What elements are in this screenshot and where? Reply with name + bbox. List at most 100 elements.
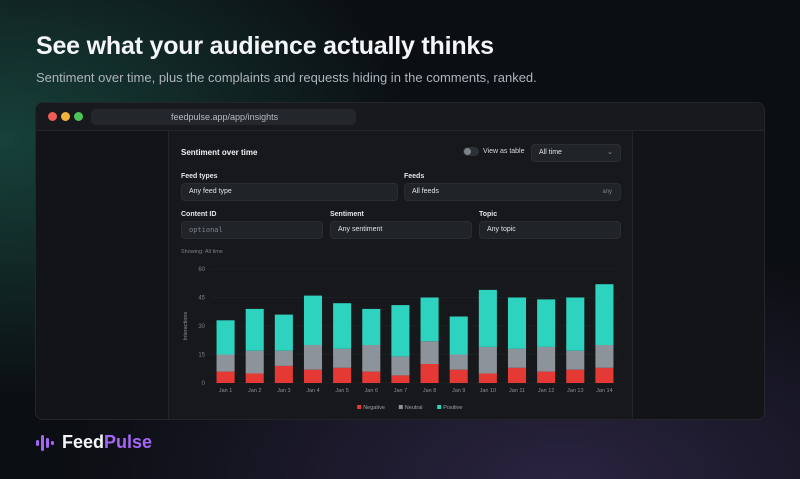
topic-label: Topic <box>479 211 498 218</box>
sentiment-select[interactable]: Any sentiment <box>330 221 472 239</box>
address-bar[interactable]: feedpulse.app/app/insights <box>91 109 356 125</box>
time-range-select[interactable]: All time ⌄ <box>531 144 621 162</box>
browser-window: feedpulse.app/app/insights Sentiment ove… <box>35 102 765 420</box>
bar-neutral <box>420 341 439 364</box>
legend-swatch <box>357 405 362 409</box>
bar-negative <box>566 369 585 383</box>
bar-negative <box>595 367 614 383</box>
bar-positive <box>595 284 614 345</box>
bar-negative <box>216 371 235 383</box>
brand-name-pulse: Pulse <box>104 432 153 452</box>
brand-wordmark: FeedPulse <box>62 432 152 453</box>
x-tick-label: Jan 8 <box>423 388 436 394</box>
bar-positive <box>245 308 264 351</box>
bar-positive <box>449 316 468 355</box>
bar-neutral <box>566 350 585 370</box>
y-tick-label: 0 <box>202 381 206 387</box>
feed-types-select[interactable]: Any feed type <box>181 183 398 201</box>
x-tick-label: Jan 9 <box>452 388 465 394</box>
topic-select[interactable]: Any topic <box>479 221 621 239</box>
sentiment-stacked-bar-chart: 0 15 30 45 60 Interactions Jan 1 Jan 2 Jan 3 Jan … <box>183 267 619 411</box>
bar-neutral <box>507 348 527 368</box>
bar-negative <box>245 373 264 383</box>
maximize-window-dot[interactable] <box>74 112 83 121</box>
bar-neutral <box>537 346 556 372</box>
y-tick-label: 30 <box>198 324 205 330</box>
view-as-table-toggle[interactable] <box>463 147 479 156</box>
bar-negative <box>420 364 439 383</box>
bar-negative <box>449 369 468 383</box>
brand-name-feed: Feed <box>62 432 105 452</box>
bar-negative <box>333 367 352 383</box>
legend-label: Negative <box>363 405 385 411</box>
showing-range-label: Showing: All time <box>181 249 223 255</box>
content-id-placeholder: optional <box>189 226 223 234</box>
bar-positive <box>478 289 497 347</box>
bar-neutral <box>274 350 293 366</box>
x-tick-label: Jan 1 <box>219 388 232 394</box>
time-range-value: All time <box>539 149 562 156</box>
x-tick-label: Jan 11 <box>509 388 525 394</box>
feeds-label: Feeds <box>404 173 425 180</box>
close-window-dot[interactable] <box>48 112 57 121</box>
bar-positive <box>507 297 527 349</box>
x-tick-label: Jan 13 <box>567 388 584 394</box>
bar-neutral <box>478 346 497 374</box>
legend-swatch <box>437 405 442 409</box>
y-tick-label: 45 <box>198 296 205 302</box>
bar-positive <box>391 305 410 357</box>
panel-title: Sentiment over time <box>181 148 258 157</box>
bar-neutral <box>216 354 235 372</box>
y-tick-label: 15 <box>198 353 205 359</box>
x-tick-label: Jan 12 <box>538 388 555 394</box>
feeds-select[interactable]: All feeds any <box>404 183 621 201</box>
bar-positive <box>303 295 323 345</box>
x-tick-label: Jan 7 <box>394 388 407 394</box>
x-tick-label: Jan 14 <box>596 388 613 394</box>
x-tick-label: Jan 5 <box>335 388 348 394</box>
x-tick-label: Jan 4 <box>306 388 319 394</box>
legend-label: Neutral <box>405 405 423 411</box>
bar-positive <box>537 299 556 347</box>
bar-positive <box>420 297 439 342</box>
bar-negative <box>362 371 381 383</box>
headline: See what your audience actually thinks <box>36 32 494 60</box>
feeds-suffix: any <box>602 189 612 195</box>
x-tick-label: Jan 3 <box>277 388 290 394</box>
bar-negative <box>537 371 556 383</box>
bar-neutral <box>362 345 381 372</box>
y-tick-label: 60 <box>198 267 205 273</box>
browser-titlebar: feedpulse.app/app/insights <box>36 103 764 131</box>
content-id-input[interactable]: optional <box>181 221 323 239</box>
subheadline: Sentiment over time, plus the complaints… <box>36 70 537 85</box>
chevron-down-icon: ⌄ <box>607 149 613 156</box>
bar-neutral <box>333 348 352 368</box>
legend-swatch <box>398 405 403 409</box>
feed-types-label: Feed types <box>181 173 218 180</box>
bar-positive <box>216 320 235 355</box>
x-tick-label: Jan 2 <box>248 388 261 394</box>
topic-value: Any topic <box>487 226 516 233</box>
x-tick-label: Jan 10 <box>480 388 497 394</box>
bar-neutral <box>303 345 323 370</box>
content-id-label: Content ID <box>181 211 217 218</box>
y-axis-label: Interactions <box>183 312 189 341</box>
bar-negative <box>274 365 293 383</box>
x-tick-label: Jan 6 <box>365 388 378 394</box>
bar-negative <box>391 375 410 383</box>
toggle-knob <box>464 148 471 155</box>
minimize-window-dot[interactable] <box>61 112 70 121</box>
bar-positive <box>566 297 585 351</box>
legend-label: Positive <box>443 405 462 411</box>
feedpulse-logo-icon <box>36 435 54 451</box>
view-as-table-label: View as table <box>483 148 525 155</box>
bar-neutral <box>595 345 614 368</box>
bar-negative <box>507 367 527 383</box>
bar-neutral <box>449 354 468 370</box>
sentiment-panel: Sentiment over time View as table All ti… <box>168 131 633 419</box>
sentiment-label: Sentiment <box>330 211 364 218</box>
feeds-value: All feeds <box>412 188 439 195</box>
bar-negative <box>303 369 323 383</box>
bar-neutral <box>245 350 264 374</box>
bar-positive <box>333 303 352 349</box>
